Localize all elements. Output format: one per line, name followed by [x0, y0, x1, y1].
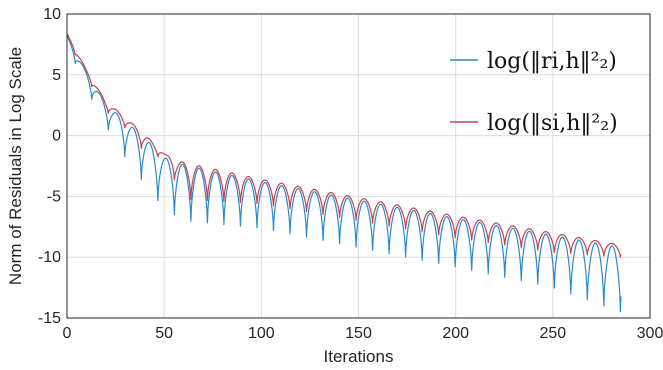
x-axis-label: Iterations [324, 347, 394, 366]
y-tick-label: -10 [38, 249, 61, 266]
x-tick-label: 250 [539, 325, 566, 342]
y-tick-label: 10 [43, 6, 61, 23]
series-lines [66, 33, 622, 313]
x-tick-label: 50 [155, 325, 173, 342]
y-tick-label: -5 [47, 188, 61, 205]
y-tick-label: 0 [52, 128, 61, 145]
series-line-s [66, 33, 622, 258]
series-line-r [66, 35, 622, 313]
y-axis-label: Norm of Residuals in Log Scale [6, 47, 25, 285]
x-tick-label: 0 [63, 325, 72, 342]
legend-label-s: log(‖si,h‖²₂) [487, 111, 618, 136]
x-tick-label: 100 [248, 325, 275, 342]
legend: log(‖ri,h‖²₂) log(‖si,h‖²₂) [450, 49, 618, 136]
x-tick-label: 150 [345, 325, 372, 342]
y-tick-label: -15 [38, 310, 61, 327]
plot-frame [66, 13, 651, 319]
legend-label-r: log(‖ri,h‖²₂) [487, 49, 617, 74]
x-tick-label: 300 [637, 325, 663, 342]
y-tick-label: 5 [52, 67, 61, 84]
x-tick-label: 200 [442, 325, 469, 342]
tick-labels: 0 50 100 150 200 250 300 -15 -10 -5 0 5 10 [38, 6, 663, 342]
